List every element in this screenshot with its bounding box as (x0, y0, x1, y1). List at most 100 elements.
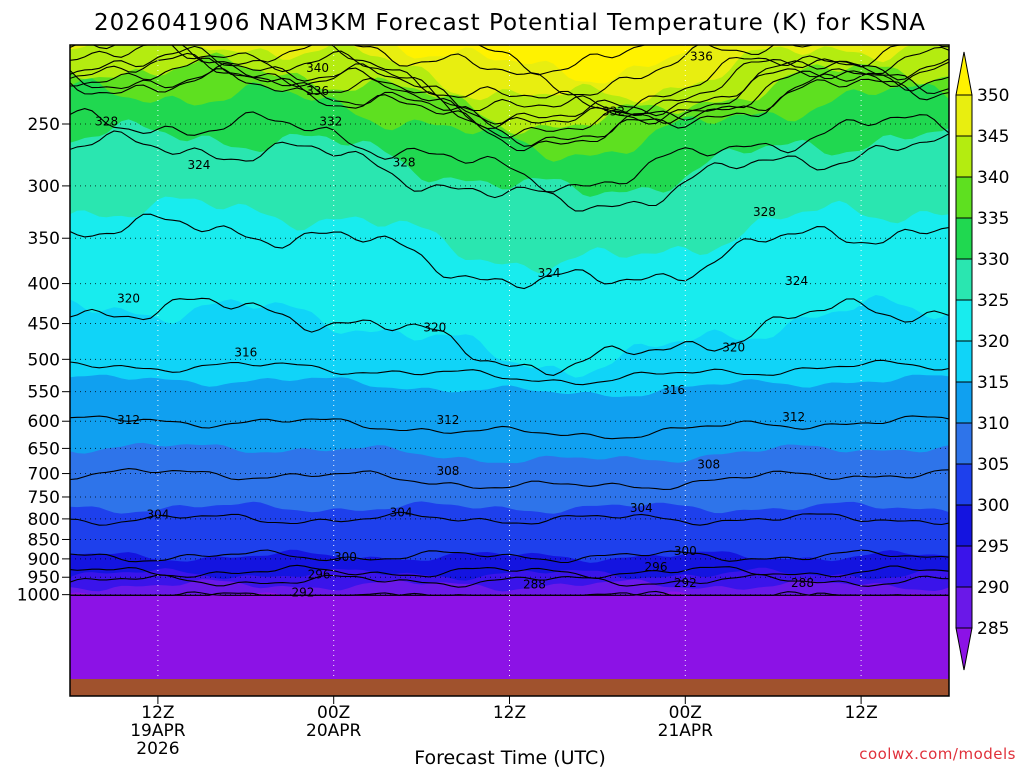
y-tick-label: 900 (28, 550, 60, 570)
contour-label: 336 (306, 84, 329, 98)
y-axis: 2503003504004505005506006507007508008509… (17, 115, 70, 606)
contour-label-text: 308 (697, 458, 720, 472)
contour-label-text: 340 (306, 61, 329, 75)
plot-bands (70, 45, 949, 696)
colorbar-tick-label: 305 (977, 455, 1009, 475)
colorbar-bin (955, 340, 973, 383)
colorbar-bin (955, 135, 973, 178)
contour-label: 300 (674, 544, 697, 558)
contour-340 (70, 52, 949, 130)
x-tick-label: 21APR (658, 721, 714, 741)
y-tick-label: 750 (28, 488, 60, 508)
contour-label: 316 (234, 345, 257, 359)
contour-label: 328 (753, 205, 776, 219)
y-tick-label: 300 (28, 177, 60, 197)
contour-337-extra (70, 62, 949, 147)
contour-336 (70, 68, 949, 152)
contour-label: 300 (334, 550, 357, 564)
y-tick-label: 700 (28, 465, 60, 485)
contour-label: 296 (645, 560, 668, 574)
contour-label-text: 328 (95, 114, 118, 128)
y-tick-label: 650 (28, 439, 60, 459)
colorbar-tick-label: 335 (977, 209, 1009, 229)
x-tick-label: 00Z (669, 703, 702, 723)
contour-label-text: 304 (630, 501, 653, 515)
contour-label: 328 (95, 114, 118, 128)
contour-label: 288 (791, 576, 814, 590)
colorbar-tick-label: 285 (977, 619, 1009, 639)
contour-label: 308 (697, 458, 720, 472)
credit-text: coolwx.com/models (859, 745, 1016, 763)
contour-341-extra (70, 45, 949, 125)
contour-label-text: 312 (782, 410, 805, 424)
contour-label-text: 304 (390, 505, 413, 519)
colorbar-bin (955, 545, 973, 588)
contour-339-extra (70, 57, 949, 139)
contour-label: 288 (523, 577, 546, 591)
colorbar-bottom-arrow (955, 627, 973, 671)
contour-label: 296 (308, 567, 331, 581)
contour-label: 304 (146, 508, 169, 522)
contour-label-text: 308 (437, 464, 460, 478)
contour-label-text: 328 (393, 155, 416, 169)
y-tick-label: 250 (28, 115, 60, 135)
colorbar-tick-label: 320 (977, 332, 1009, 352)
x-axis-label: Forecast Time (UTC) (414, 747, 605, 768)
contour-312 (70, 415, 949, 440)
y-tick-label: 1000 (17, 586, 60, 606)
contour-label: 320 (722, 341, 745, 355)
x-tick-label: 12Z (141, 703, 174, 723)
contour-320 (70, 297, 949, 376)
contour-label: 304 (630, 501, 653, 515)
contour-label: 292 (674, 576, 697, 590)
colorbar-bin (955, 463, 973, 506)
contour-label: 332 (319, 114, 342, 128)
colorbar-tick-label: 310 (977, 414, 1009, 434)
contour-344 (70, 45, 949, 114)
contour-label: 328 (393, 155, 416, 169)
contour-label: 308 (437, 464, 460, 478)
contour-label-text: 320 (722, 341, 745, 355)
contour-labels: 340 336 336 332 332 328 328 328 324 324 324 320 320 3… (95, 50, 814, 600)
contour-label: 292 (291, 586, 314, 600)
contour-label-text: 332 (319, 114, 342, 128)
colorbar-tick-label: 345 (977, 127, 1009, 147)
contour-label-text: 316 (234, 345, 257, 359)
colorbar-top-arrow (955, 51, 973, 96)
contour-label: 324 (187, 158, 210, 172)
x-tick-label: 20APR (306, 721, 362, 741)
contour-label: 336 (690, 50, 713, 64)
contour-label-text: 332 (602, 105, 625, 119)
colorbar: 350 345 340 335 330 325 320 315 310 305 300 295 290 2… (955, 51, 1009, 671)
x-tick-label: 00Z (317, 703, 350, 723)
y-tick-label: 850 (28, 530, 60, 550)
ground-strip (70, 679, 949, 696)
contour-label-text: 336 (690, 50, 713, 64)
colorbar-bin (955, 299, 973, 342)
contour-300 (70, 549, 949, 564)
y-tick-label: 500 (28, 350, 60, 370)
contour-332 (70, 108, 949, 193)
contour-348 (352, 45, 815, 96)
contour-label: 320 (117, 292, 140, 306)
contour-label: 340 (306, 61, 329, 75)
colorbar-bin (955, 504, 973, 547)
contour-352 (477, 45, 647, 76)
x-tick-label: 2026 (136, 739, 179, 759)
contour-label-text: 324 (785, 274, 808, 288)
colorbar-tick-label: 315 (977, 373, 1009, 393)
x-tick-label: 12Z (493, 703, 526, 723)
contour-label-text: 296 (308, 567, 331, 581)
y-tick-label: 600 (28, 412, 60, 432)
colorbar-tick-label: 330 (977, 250, 1009, 270)
contour-308 (70, 468, 949, 490)
contour-label-text: 288 (791, 576, 814, 590)
contour-343-extra (70, 45, 949, 117)
contour-label-text: 324 (187, 158, 210, 172)
band-345 (70, 45, 912, 104)
x-tick-label: 12Z (844, 703, 877, 723)
contour-label: 312 (782, 410, 805, 424)
y-tick-label: 350 (28, 229, 60, 249)
